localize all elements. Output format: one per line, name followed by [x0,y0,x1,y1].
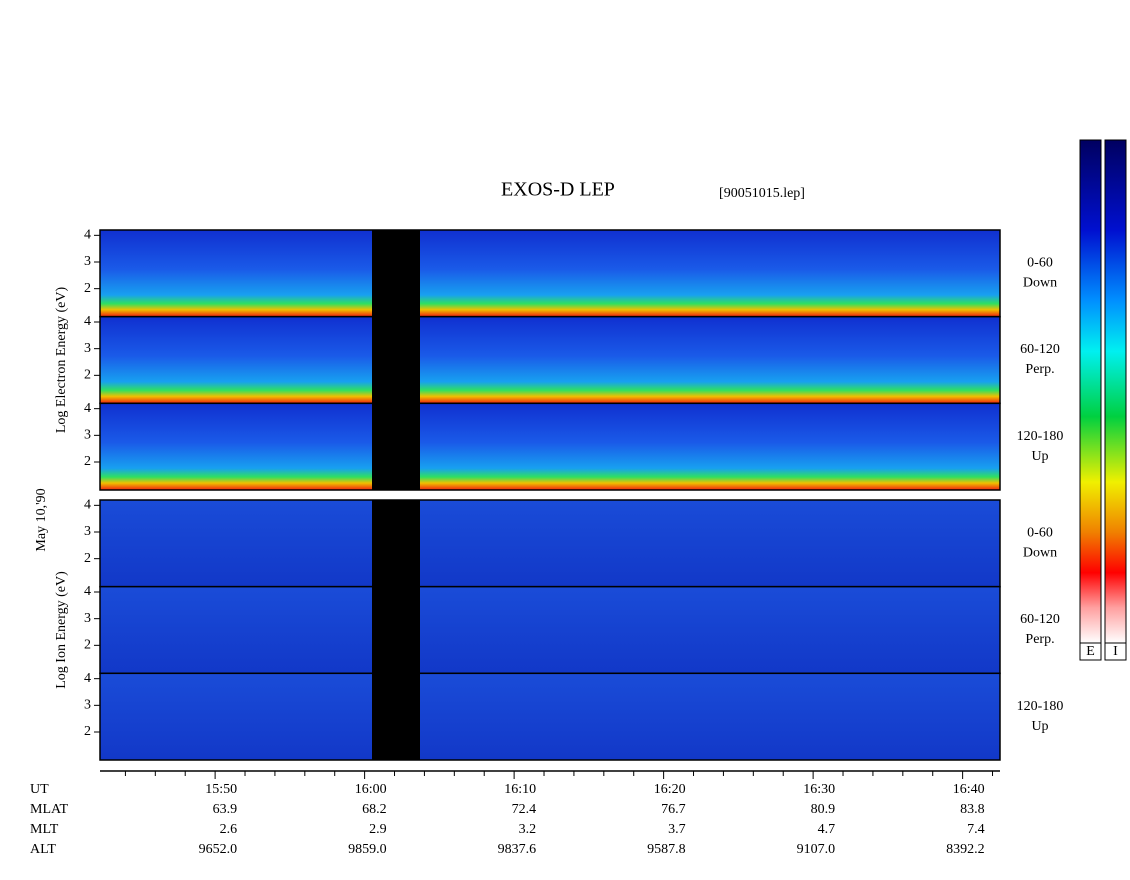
panel-direction: Up [1031,719,1048,734]
orbit-value: 9587.8 [647,842,686,857]
panel-angle: 60-120 [1020,342,1060,357]
data-gap [372,230,420,317]
spectrogram [100,316,1000,404]
y-tick-label: 2 [84,551,91,566]
y-tick-label: 3 [84,698,91,713]
color-bar [1104,139,1127,644]
y-tick-label: 2 [84,638,91,653]
panel-angle: 60-120 [1020,612,1060,627]
x-tick-label: 15:50 [205,782,237,797]
orbit-value: 2.6 [220,822,238,837]
panel-angle: 0-60 [1027,256,1053,271]
y-tick-label: 3 [84,428,91,443]
panel-angle: 120-180 [1017,429,1064,444]
color-bar-label: E [1086,644,1095,659]
orbit-value: 9652.0 [199,842,238,857]
orbit-value: 3.7 [668,822,686,837]
y-tick-label: 2 [84,724,91,739]
x-tick-label: 16:10 [504,782,536,797]
color-bar-label: I [1113,644,1118,659]
orbit-value: 9107.0 [797,842,836,857]
orbit-name: UT [30,782,49,797]
orbit-value: 9859.0 [348,842,387,857]
orbit-value: 72.4 [512,802,537,817]
y-tick-label: 4 [84,228,91,243]
panel-angle: 120-180 [1017,699,1064,714]
y-tick-label: 4 [84,314,91,329]
spectrogram [100,230,1000,317]
y-tick-label: 2 [84,368,91,383]
orbit-name: ALT [30,842,56,857]
orbit-value: 7.4 [967,822,985,837]
orbit-value: 4.7 [818,822,836,837]
y-tick-label: 2 [84,454,91,469]
orbit-name: MLT [30,822,59,837]
y-tick-label: 4 [84,671,91,686]
y-tick-label: 3 [84,524,91,539]
panel-direction: Up [1031,449,1048,464]
y-tick-label: 3 [84,341,91,356]
data-gap [372,403,420,490]
panel-angle: 0-60 [1027,526,1053,541]
y-tick-label: 4 [84,584,91,599]
orbit-value: 76.7 [661,802,686,817]
group-label: Log Ion Energy (eV) [54,571,69,689]
orbit-value: 68.2 [362,802,387,817]
panel-direction: Perp. [1025,362,1054,377]
color-bar [1079,139,1102,644]
color-bar-box [1079,642,1102,661]
spectrogram [100,500,1000,587]
panel-direction: Down [1023,276,1057,291]
x-tick-label: 16:40 [953,782,985,797]
title: EXOS-D LEP [501,179,615,201]
y-tick-label: 3 [84,254,91,269]
orbit-value: 3.2 [519,822,537,837]
data-gap [372,500,420,587]
data-gap [372,673,420,760]
y-tick-label: 4 [84,401,91,416]
y-tick-label: 2 [84,281,91,296]
group-label: Log Electron Energy (eV) [54,287,69,434]
spectrogram [100,403,1000,490]
file-name: [90051015.lep] [719,186,805,201]
y-tick-label: 4 [84,498,91,513]
orbit-value: 63.9 [213,802,238,817]
y-tick-label: 3 [84,611,91,626]
x-tick-label: 16:20 [654,782,686,797]
data-gap [372,316,420,404]
x-tick-label: 16:00 [355,782,387,797]
orbit-value: 80.9 [811,802,836,817]
orbit-name: MLAT [30,802,69,817]
panel-direction: Perp. [1025,632,1054,647]
panel-frame [99,402,1001,491]
date: May 10,'90 [34,488,49,551]
x-tick-label: 16:30 [803,782,835,797]
orbit-value: 8392.2 [946,842,985,857]
spectrogram [100,673,1000,760]
orbit-value: 2.9 [369,822,387,837]
color-bar-box [1104,642,1127,661]
panel-frame [99,672,1001,761]
data-gap [372,586,420,674]
orbit-value: 9837.6 [498,842,537,857]
orbit-value: 83.8 [960,802,985,817]
spectrogram [100,586,1000,674]
panel-direction: Down [1023,546,1057,561]
